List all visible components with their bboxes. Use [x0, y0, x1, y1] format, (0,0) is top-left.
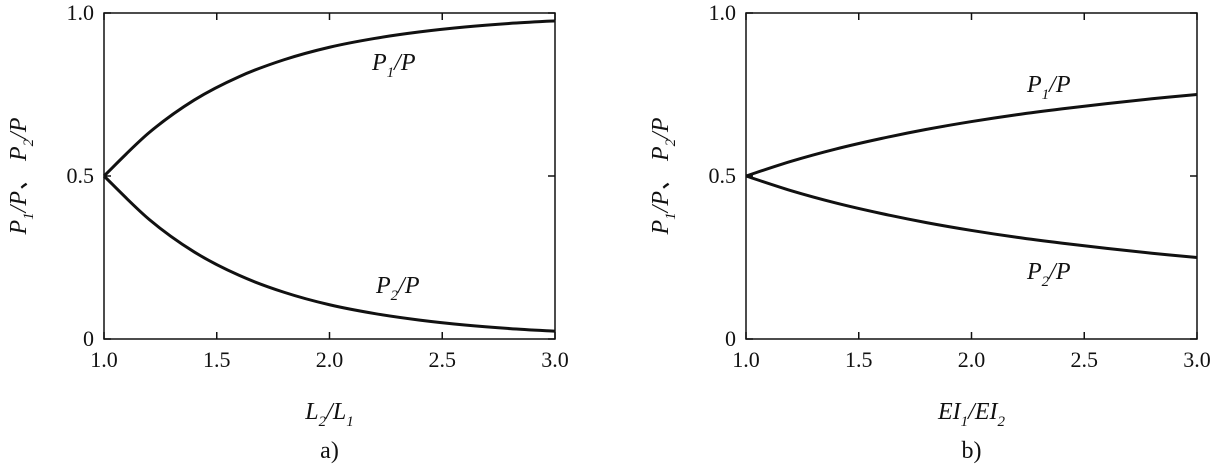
x-tick-label: 2.0: [958, 347, 986, 372]
x-tick-label: 1.5: [845, 347, 873, 372]
series-line-p2: [102, 174, 556, 333]
y-tick-label: 1.0: [67, 0, 95, 25]
x-tick-label: 2.5: [429, 347, 457, 372]
series-label-p1: P1/P: [371, 50, 416, 81]
chart-panel-2: 1.0 1.5 2.0 2.5 3.0 0 0.5 1.0 P1/P P2/P EI1/EI2 P1/…: [648, 0, 1211, 464]
x-tick-label: 3.0: [541, 347, 569, 372]
x-tick-label: 2.5: [1071, 347, 1099, 372]
x-tick-label: 1.5: [203, 347, 231, 372]
y-tick-label: 0: [83, 326, 94, 351]
x-tick-label: 3.0: [1183, 347, 1211, 372]
series-label-p2: P2/P: [1026, 259, 1071, 290]
series-label-p2: P2/P: [375, 273, 420, 304]
y-axis-label: P1/P、 P2/P: [648, 117, 679, 235]
x-tick-label: 1.0: [90, 347, 118, 372]
y-tick-label: 0.5: [67, 163, 95, 188]
y-tick-label: 1.0: [709, 0, 737, 25]
chart-panel-1: 1.0 1.5 2.0 2.5 3.0 0 0.5 1.0 P1/P P2/P L2/L1 P1/P、…: [6, 0, 569, 464]
plot-frame: [103, 12, 556, 340]
y-tick-label: 0.5: [709, 163, 737, 188]
x-axis-label: L2/L1: [304, 399, 353, 430]
panel-label: b): [962, 438, 982, 464]
x-tick-label: 1.0: [732, 347, 760, 372]
series-line-p2: [745, 174, 1198, 259]
series-label-p1: P1/P: [1026, 72, 1071, 103]
series-line-p1: [102, 19, 556, 178]
y-tick-label: 0: [725, 326, 736, 351]
plot-frame: [745, 12, 1198, 340]
series-line-p1: [745, 93, 1198, 178]
panel-label: a): [320, 438, 339, 464]
y-axis-label: P1/P、 P2/P: [6, 117, 37, 235]
x-axis-label: EI1/EI2: [937, 399, 1005, 430]
x-tick-label: 2.0: [316, 347, 344, 372]
